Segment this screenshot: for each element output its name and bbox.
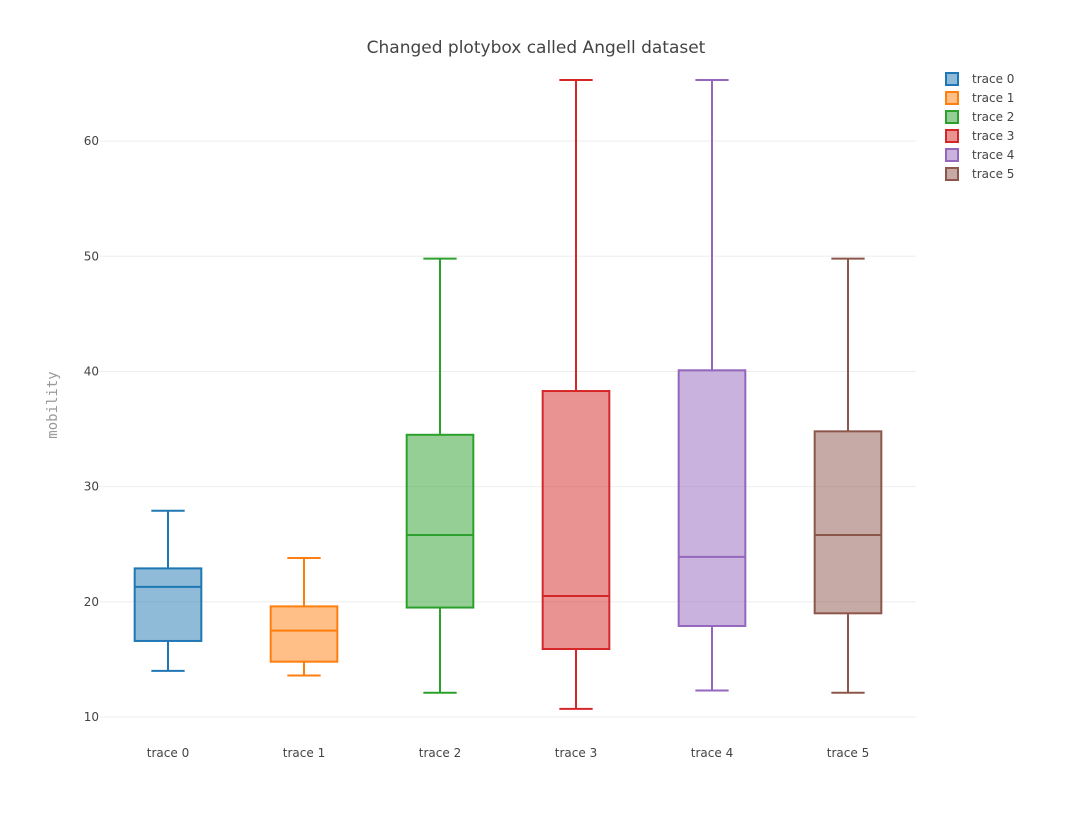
- y-tick-label: 60: [84, 134, 99, 148]
- iqr-box: [405, 433, 475, 609]
- y-tick-label: 30: [84, 480, 99, 494]
- legend-label: trace 2: [972, 110, 1014, 124]
- iqr-box: [677, 369, 747, 627]
- box-trace[interactable]: [541, 79, 611, 710]
- legend[interactable]: trace 0 trace 1 trace 2 trace 3 trace 4 trace…: [945, 72, 1014, 181]
- iqr-box: [813, 430, 883, 615]
- legend-item[interactable]: trace 3: [945, 129, 1014, 143]
- box-trace[interactable]: [677, 79, 747, 692]
- legend-item[interactable]: trace 1: [945, 91, 1014, 105]
- y-axis-label: mobility: [45, 371, 61, 438]
- x-tick-label: trace 0: [147, 746, 189, 760]
- box-trace[interactable]: [405, 257, 475, 694]
- box-traces: [133, 79, 883, 710]
- grid-lines: [100, 140, 916, 718]
- legend-swatch: [945, 72, 959, 86]
- legend-label: trace 0: [972, 72, 1014, 86]
- box-trace[interactable]: [133, 509, 203, 672]
- legend-swatch: [945, 167, 959, 181]
- x-tick-label: trace 5: [827, 746, 869, 760]
- iqr-box: [133, 567, 203, 642]
- iqr-box: [269, 605, 339, 663]
- x-tick-label: trace 2: [419, 746, 461, 760]
- y-tick-label: 20: [84, 595, 99, 609]
- x-tick-label: trace 3: [555, 746, 597, 760]
- box-trace[interactable]: [269, 557, 339, 677]
- legend-swatch: [945, 129, 959, 143]
- legend-label: trace 3: [972, 129, 1014, 143]
- legend-label: trace 5: [972, 167, 1014, 181]
- x-tick-label: trace 4: [691, 746, 733, 760]
- legend-label: trace 1: [972, 91, 1014, 105]
- legend-swatch: [945, 110, 959, 124]
- legend-item[interactable]: trace 2: [945, 110, 1014, 124]
- legend-label: trace 4: [972, 148, 1014, 162]
- x-axis-ticks: trace 0 trace 1 trace 2 trace 3 trace 4 trace…: [147, 746, 869, 760]
- box-trace[interactable]: [813, 257, 883, 694]
- legend-swatch: [945, 148, 959, 162]
- y-tick-label: 50: [84, 249, 99, 263]
- legend-item[interactable]: trace 4: [945, 148, 1014, 162]
- legend-item[interactable]: trace 0: [945, 72, 1014, 86]
- legend-item[interactable]: trace 5: [945, 167, 1014, 181]
- chart-title: Changed plotybox called Angell dataset: [367, 38, 706, 58]
- iqr-box: [541, 390, 611, 651]
- x-tick-label: trace 1: [283, 746, 325, 760]
- y-tick-label: 40: [84, 364, 99, 378]
- y-axis-ticks: 10 20 30 40 50 60: [84, 134, 99, 724]
- legend-swatch: [945, 91, 959, 105]
- y-tick-label: 10: [84, 710, 99, 724]
